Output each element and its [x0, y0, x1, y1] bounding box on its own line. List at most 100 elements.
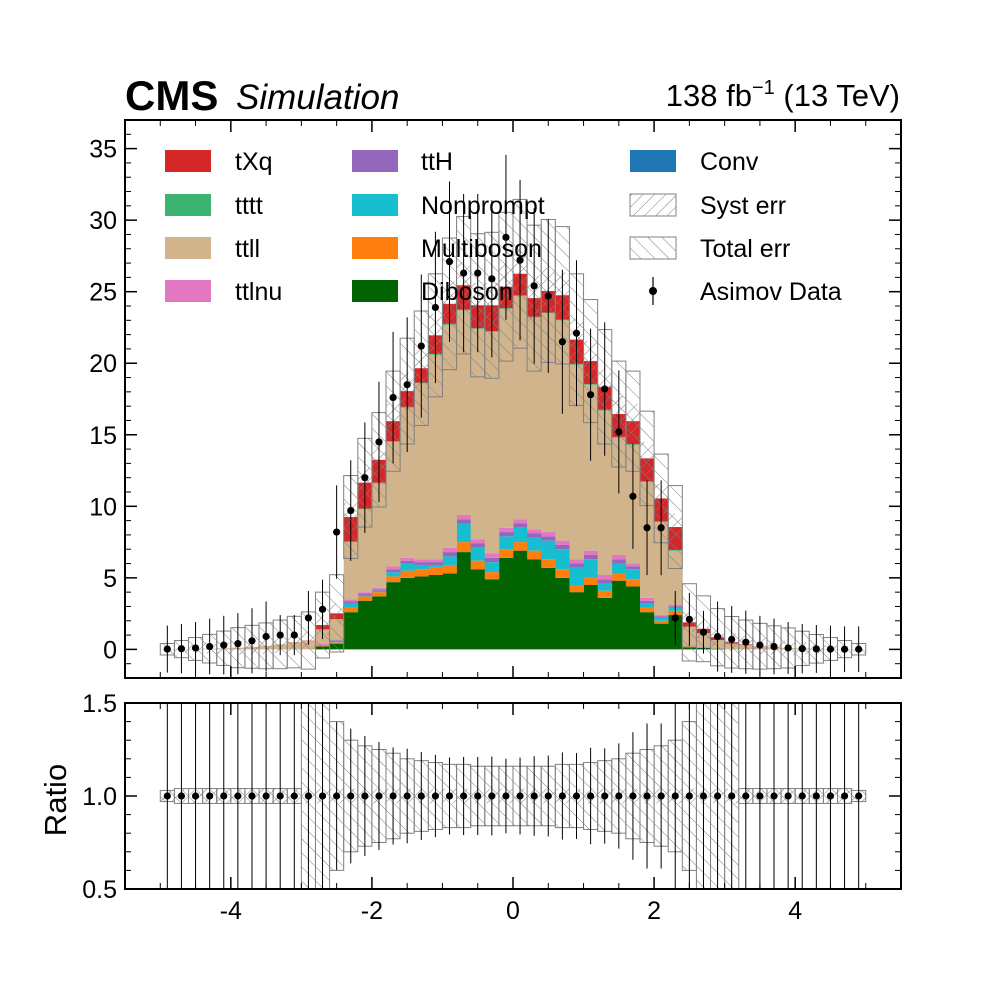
x-tick-label: 0 — [506, 897, 520, 925]
data-point-3 — [206, 642, 214, 651]
data-point-17 — [403, 381, 411, 389]
bar-diboson-34 — [639, 612, 655, 650]
legend-label-multiboson: Multiboson — [421, 235, 542, 263]
ratio-point-2 — [191, 792, 200, 800]
bar-ttll-15 — [371, 483, 387, 588]
legend-swatch-total-err — [629, 236, 677, 260]
y-tick-label: 5 — [103, 565, 117, 593]
lumi-exponent: −1 — [752, 77, 775, 99]
legend-swatch-conv — [630, 150, 676, 172]
data-point-46 — [812, 645, 820, 653]
x-tick-label: -2 — [361, 897, 383, 925]
data-point-34 — [643, 524, 651, 532]
bar-tth-22 — [470, 543, 486, 548]
bar-tth-23 — [484, 557, 500, 563]
bar-tth-17 — [400, 560, 415, 564]
data-point-37 — [685, 615, 693, 623]
ratio-point-49 — [855, 792, 863, 800]
bar-nonprompt-25 — [513, 527, 528, 543]
ratio-y-tick-label: 1.5 — [82, 690, 117, 718]
bar-nonprompt-27 — [541, 540, 556, 560]
bar-diboson-19 — [428, 574, 443, 650]
data-point-28 — [558, 338, 566, 346]
bar-ttlnu-17 — [400, 557, 415, 561]
data-point-48 — [840, 645, 849, 653]
ratio-point-24 — [502, 792, 510, 800]
legend-label-syst-err: Syst err — [700, 192, 786, 220]
bar-diboson-23 — [484, 579, 500, 650]
bar-ttlnu-18 — [414, 559, 429, 563]
bar-ttll-21 — [456, 310, 472, 515]
bar-tth-33 — [625, 566, 641, 570]
bar-nonprompt-14 — [357, 595, 373, 597]
ratio-point-46 — [812, 792, 820, 800]
bar-multiboson-19 — [428, 567, 443, 575]
bar-nonprompt-31 — [597, 583, 613, 591]
bar-multiboson-33 — [625, 579, 641, 587]
bar-tth-19 — [428, 562, 443, 565]
bar-diboson-20 — [442, 573, 457, 650]
legend-label-total-err: Total err — [700, 235, 790, 263]
legend-label-ttll: ttll — [235, 235, 260, 263]
bar-multiboson-27 — [541, 559, 556, 568]
data-point-6 — [248, 637, 256, 645]
bar-multiboson-23 — [484, 572, 500, 580]
ratio-point-29 — [572, 792, 581, 800]
bar-multiboson-25 — [513, 542, 528, 551]
legend: tXq tttt ttll ttlnu ttH Nonprompt Multiboson Di… — [165, 148, 842, 306]
data-point-2 — [191, 644, 200, 652]
bar-ttll-30 — [583, 384, 599, 551]
data-point-12 — [333, 528, 341, 536]
bar-ttlnu-13 — [343, 599, 359, 602]
data-point-30 — [587, 391, 595, 399]
ratio-point-45 — [798, 792, 806, 800]
bar-nonprompt-18 — [414, 564, 429, 570]
ratio-y-axis-label: Ratio — [38, 764, 73, 836]
bar-multiboson-16 — [386, 576, 401, 583]
bar-ttlnu-28 — [555, 540, 570, 545]
legend-label-nonprompt: Nonprompt — [421, 192, 545, 220]
ratio-point-36 — [671, 792, 679, 800]
data-point-10 — [304, 614, 313, 622]
legend-swatch-ttll — [165, 237, 211, 259]
bar-tth-34 — [639, 600, 655, 604]
bar-multiboson-29 — [569, 585, 584, 593]
syst-error-band-33 — [625, 403, 640, 439]
data-point-26 — [530, 282, 538, 290]
bar-tth-29 — [569, 563, 584, 568]
data-point-41 — [742, 638, 750, 646]
bar-ttlnu-26 — [527, 529, 542, 534]
bar-diboson-35 — [654, 623, 669, 650]
bar-nonprompt-32 — [611, 563, 627, 574]
data-point-18 — [417, 342, 425, 350]
y-tick-label: 15 — [89, 422, 117, 450]
data-point-44 — [784, 644, 792, 652]
bar-diboson-17 — [400, 577, 415, 650]
data-point-16 — [389, 393, 397, 402]
data-point-49 — [855, 645, 863, 653]
data-point-19 — [431, 303, 439, 312]
bar-tth-26 — [527, 533, 542, 538]
bar-diboson-33 — [625, 586, 641, 650]
ratio-point-8 — [276, 792, 284, 800]
ratio-point-42 — [756, 792, 764, 800]
data-point-33 — [629, 492, 637, 500]
bar-ttlnu-34 — [639, 597, 655, 601]
bar-ttlnu-23 — [484, 553, 500, 558]
ratio-point-11 — [318, 792, 327, 800]
ratio-point-6 — [248, 792, 256, 800]
ratio-point-4 — [220, 792, 228, 800]
ratio-point-12 — [333, 792, 341, 800]
bar-multiboson-26 — [527, 550, 542, 560]
legend-marker-point — [649, 287, 657, 295]
bar-diboson-24 — [498, 557, 514, 650]
ratio-point-47 — [826, 792, 835, 800]
bar-tth-32 — [611, 559, 627, 564]
bar-multiboson-22 — [470, 560, 486, 570]
bar-nonprompt-13 — [343, 603, 359, 608]
bar-diboson-21 — [456, 552, 472, 650]
data-point-24 — [502, 233, 510, 241]
bar-ttlnu-22 — [470, 539, 486, 544]
data-point-32 — [615, 428, 623, 436]
